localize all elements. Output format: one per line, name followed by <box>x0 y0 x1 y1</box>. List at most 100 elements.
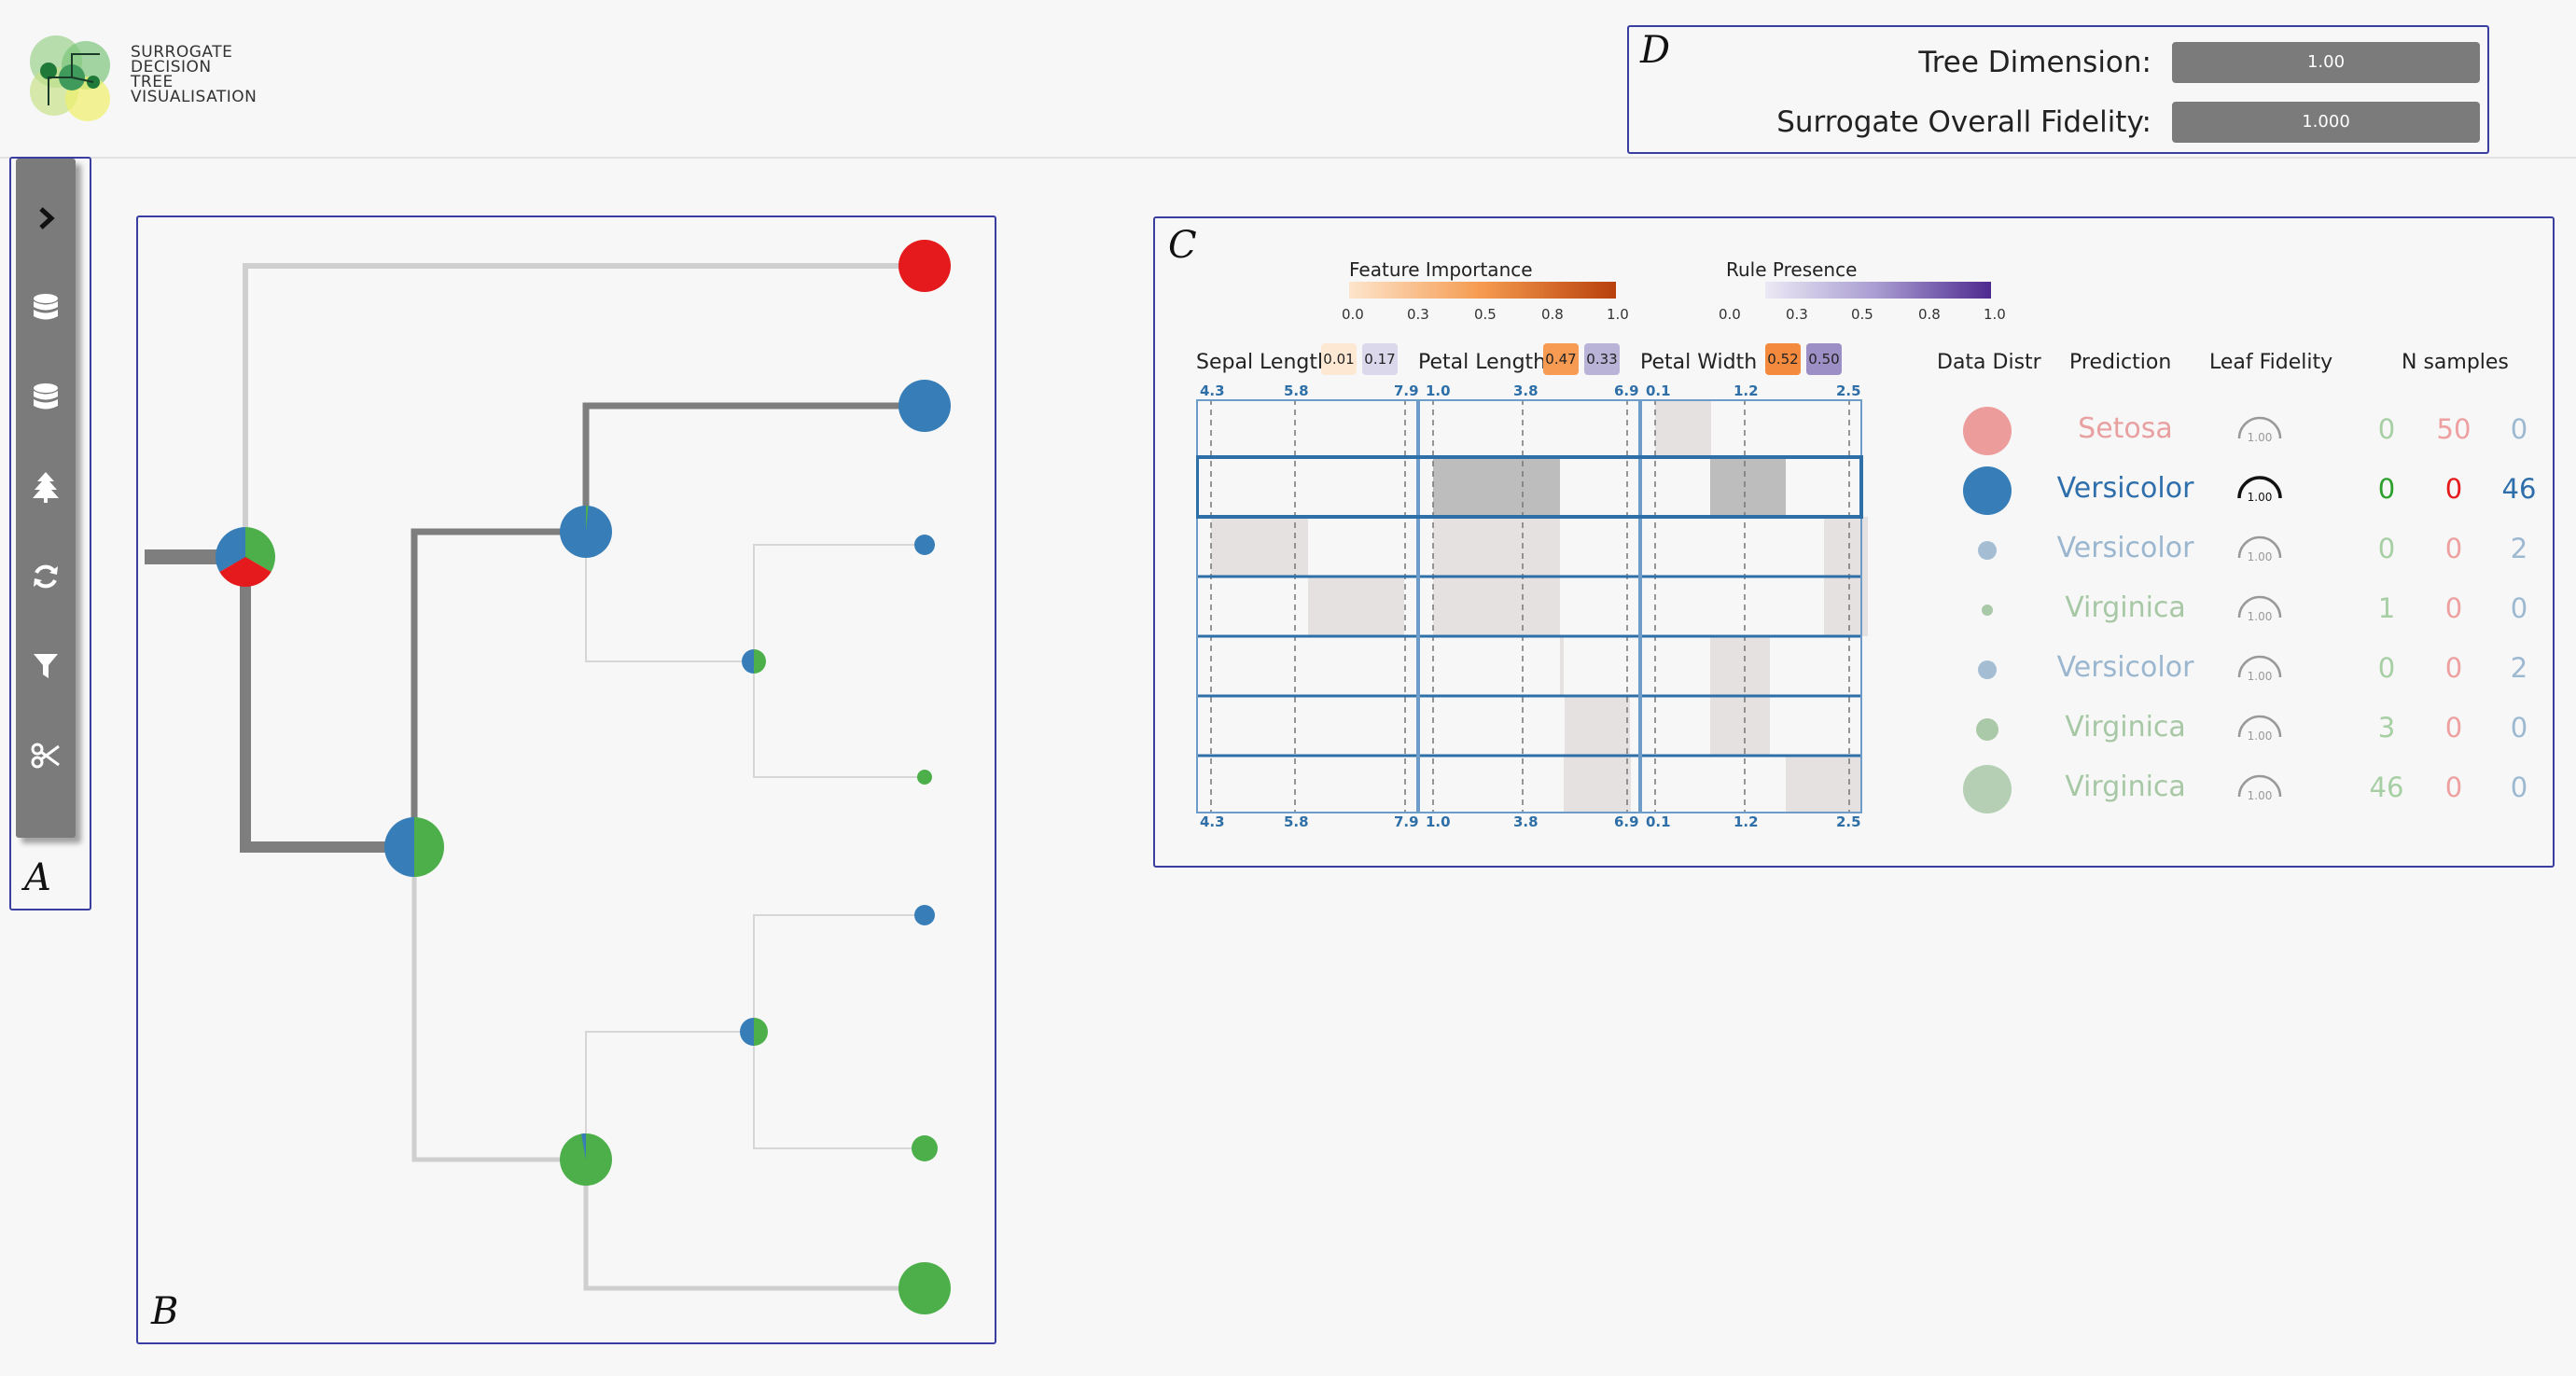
tree-edge <box>753 914 925 1032</box>
importance-badge: 0.47 <box>1543 343 1579 375</box>
prediction-label: Virginica <box>2065 711 2186 744</box>
axis-tick: 1.0 <box>1426 382 1451 399</box>
toolbar <box>16 159 76 838</box>
leaf-fidelity-gauge: 1.00 <box>2237 715 2282 743</box>
n-samples-count: 0 <box>2377 533 2396 564</box>
prediction-label: Virginica <box>2065 771 2186 803</box>
database-icon[interactable] <box>25 377 66 418</box>
leaf-fidelity-value: 1.00 <box>2248 550 2273 563</box>
feature-column-frames <box>1196 399 1862 813</box>
metrics-panel: D Tree Dimension: 1.00 Surrogate Overall… <box>1627 25 2489 154</box>
axis-tick: 2.5 <box>1836 382 1861 399</box>
tree-edge <box>582 402 925 532</box>
legend-tick: 0.8 <box>1918 306 1941 323</box>
tree-edge <box>411 528 586 847</box>
n-samples-count: 0 <box>2444 771 2463 803</box>
tree-leaf[interactable] <box>914 905 935 925</box>
axis-tick: 0.1 <box>1646 813 1671 830</box>
toolbar-panel: A <box>9 157 91 910</box>
feature-importance-legend-title: Feature Importance <box>1349 258 1533 281</box>
legend-tick: 0.5 <box>1851 306 1873 323</box>
n-samples-count: 0 <box>2377 473 2396 505</box>
column-header-data-distr: Data Distr <box>1937 351 2041 374</box>
tree-edge <box>243 263 925 557</box>
data-distr-dot <box>1963 765 2012 813</box>
n-samples-count: 0 <box>2444 652 2463 684</box>
logo-line: VISUALISATION <box>131 88 258 106</box>
legend-tick: 0.0 <box>1719 306 1741 323</box>
panel-letter-b: B <box>151 1290 179 1333</box>
column-header-n-samples: N samples <box>2402 351 2509 374</box>
feature-label-petal-length: Petal Length <box>1418 351 1547 374</box>
data-distr-dot <box>1978 541 1997 560</box>
tree-node[interactable] <box>740 1018 768 1046</box>
axis-tick: 3.8 <box>1513 813 1539 830</box>
n-samples-count: 3 <box>2377 712 2396 744</box>
importance-badge: 0.52 <box>1765 343 1801 375</box>
n-samples-count: 0 <box>2377 413 2396 445</box>
leaf-fidelity-value: 1.00 <box>2248 610 2273 623</box>
fidelity-slider[interactable]: 1.000 <box>2172 102 2480 143</box>
rule-ranges <box>1211 399 1868 813</box>
tree-leaf[interactable] <box>917 770 932 785</box>
tree-node[interactable] <box>742 649 766 674</box>
tree-dimension-slider[interactable]: 1.00 <box>2172 42 2480 83</box>
n-samples-count: 2 <box>2510 652 2528 684</box>
n-samples-count: 0 <box>2510 592 2528 624</box>
n-samples-count: 0 <box>2377 652 2396 684</box>
axis-tick: 6.9 <box>1614 813 1639 830</box>
logo-line: DECISION <box>131 58 212 76</box>
leaf-fidelity-value: 1.00 <box>2248 789 2273 802</box>
chevron-right-icon[interactable] <box>25 198 66 239</box>
refresh-icon[interactable] <box>25 556 66 597</box>
axis-tick: 4.3 <box>1200 382 1225 399</box>
leaf-fidelity-gauge: 1.00 <box>2237 595 2282 623</box>
axis-tick: 2.5 <box>1836 813 1861 830</box>
tree-node-root[interactable] <box>216 527 275 587</box>
leaf-fidelity-value: 1.00 <box>2248 491 2273 504</box>
tree-leaf[interactable] <box>898 1262 951 1314</box>
database-icon[interactable] <box>25 287 66 328</box>
axis-tick: 1.0 <box>1426 813 1451 830</box>
tree-node[interactable] <box>560 505 612 558</box>
tree-edge <box>753 1032 925 1149</box>
filter-icon[interactable] <box>25 646 66 687</box>
tree-dimension-label: Tree Dimension: <box>1918 46 2151 79</box>
axis-tick: 5.8 <box>1284 382 1309 399</box>
tree-edge <box>240 557 414 853</box>
tree-node[interactable] <box>384 817 444 877</box>
panel-letter-c: C <box>1168 224 1197 267</box>
highlighted-rule-row[interactable] <box>1196 455 1863 519</box>
tree-leaf[interactable] <box>912 1135 938 1161</box>
leaf-fidelity-gauge: 1.00 <box>2237 416 2282 444</box>
axis-tick: 7.9 <box>1394 382 1419 399</box>
app-logo <box>30 35 110 121</box>
tree-icon[interactable] <box>25 466 66 507</box>
column-header-leaf-fidelity: Leaf Fidelity <box>2209 351 2333 374</box>
axis-tick: 0.1 <box>1646 382 1671 399</box>
n-samples-count: 1 <box>2377 592 2396 624</box>
tree-node[interactable] <box>560 1133 612 1186</box>
legend-tick: 0.3 <box>1786 306 1808 323</box>
rule-grid <box>1196 399 1868 813</box>
axis-tick: 6.9 <box>1614 382 1639 399</box>
n-samples-count: 0 <box>2444 533 2463 564</box>
tree-edge <box>583 1160 925 1291</box>
axis-tick: 5.8 <box>1284 813 1309 830</box>
legend-tick: 0.5 <box>1474 306 1497 323</box>
n-samples-count: 2 <box>2510 533 2528 564</box>
tree-leaf[interactable] <box>898 380 951 432</box>
leaf-fidelity-gauge: 1.00 <box>2237 774 2282 802</box>
rules-panel: C Feature Importance 0.0 0.3 0.5 0.8 1.0… <box>1153 216 2555 868</box>
scissors-icon[interactable] <box>25 735 66 776</box>
prediction-label: Versicolor <box>2056 532 2194 564</box>
n-samples-count: 50 <box>2436 413 2472 445</box>
n-samples-count: 0 <box>2510 712 2528 744</box>
tree-leaf[interactable] <box>898 240 951 292</box>
panel-letter-d: D <box>1640 29 1671 72</box>
n-samples-count: 0 <box>2510 771 2528 803</box>
legend-tick: 0.0 <box>1342 306 1364 323</box>
tree-leaf[interactable] <box>914 535 935 555</box>
feature-importance-gradient <box>1349 282 1616 299</box>
prediction-label: Versicolor <box>2056 651 2194 684</box>
